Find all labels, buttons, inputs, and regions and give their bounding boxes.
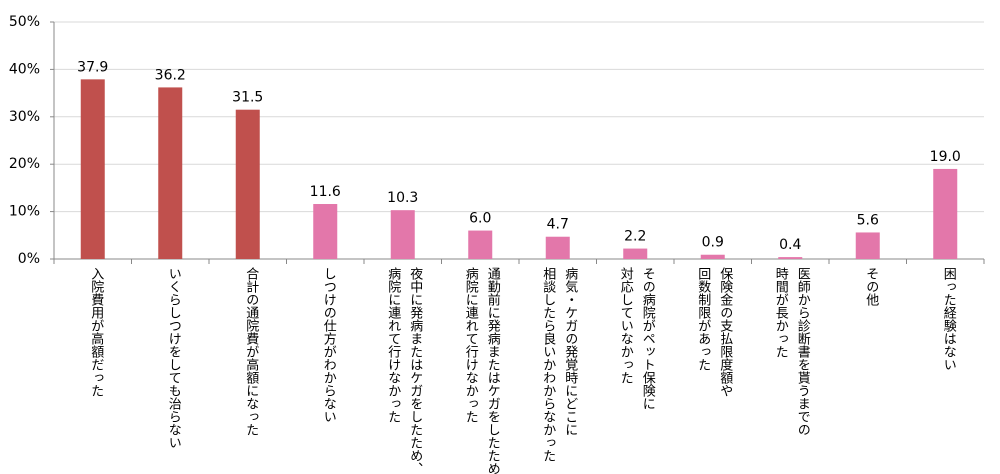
x-tick-label: 相談したら良いかわからなかった xyxy=(540,267,556,462)
y-tick-label: 10% xyxy=(9,204,40,220)
y-tick-label: 30% xyxy=(9,109,40,125)
x-tick-label: その病院がペット保険に xyxy=(640,267,656,410)
bar xyxy=(468,230,493,259)
y-tick-label: 0% xyxy=(18,251,40,267)
value-label: 10.3 xyxy=(387,190,418,206)
y-tick-label: 40% xyxy=(9,61,40,77)
x-tick-label: いくらしつけをしても治らない xyxy=(166,267,182,449)
x-tick-label: 合計の通院費が高額になった xyxy=(243,267,259,436)
x-tick-label: 病院に連れて行けなかった xyxy=(385,267,401,423)
bar xyxy=(623,248,648,259)
bar xyxy=(700,254,725,259)
value-label: 2.2 xyxy=(624,229,646,245)
x-tick-label: 時間が長かった xyxy=(773,267,789,358)
x-tick-label: 病気・ケガの発覚時にどこに xyxy=(562,267,578,436)
value-label: 37.9 xyxy=(77,59,108,75)
value-label: 6.0 xyxy=(469,211,491,227)
bar xyxy=(545,236,570,259)
bar xyxy=(158,87,183,259)
bar xyxy=(80,79,105,259)
value-label: 11.6 xyxy=(310,184,341,200)
value-label: 0.9 xyxy=(702,235,724,251)
bar xyxy=(778,257,803,259)
x-tick-label: 通勤前に発病またはケガをしたため、 xyxy=(485,267,501,474)
value-label: 4.7 xyxy=(547,217,569,233)
bar xyxy=(933,168,958,259)
x-tick-label: しつけの仕方がわからない xyxy=(321,267,337,423)
x-tick-label: 回数制限があった xyxy=(695,267,711,371)
y-tick-label: 20% xyxy=(9,156,40,172)
x-tick-label: 対応していなかった xyxy=(618,267,634,384)
x-tick-label: 夜中に発病またはケガをしたため、 xyxy=(407,267,423,474)
value-label: 36.2 xyxy=(155,67,186,83)
value-label: 31.5 xyxy=(232,90,263,106)
x-tick-label: 病院に連れて行けなかった xyxy=(463,267,479,423)
bar xyxy=(235,109,260,259)
x-tick-label: 保険金の支払限度額や xyxy=(717,267,733,397)
y-tick-label: 50% xyxy=(9,14,40,30)
bar xyxy=(313,204,338,259)
bar xyxy=(390,210,415,259)
x-tick-label: その他 xyxy=(863,267,879,307)
value-label: 0.4 xyxy=(779,237,801,253)
x-tick-label: 入院費用が高額だった xyxy=(88,267,104,397)
x-tick-label: 困った経験はない xyxy=(941,267,957,371)
value-label: 5.6 xyxy=(857,212,879,228)
value-label: 19.0 xyxy=(930,149,961,165)
bar xyxy=(855,232,880,259)
x-tick-label: 医師から診断書を貰うまでの xyxy=(795,267,811,436)
